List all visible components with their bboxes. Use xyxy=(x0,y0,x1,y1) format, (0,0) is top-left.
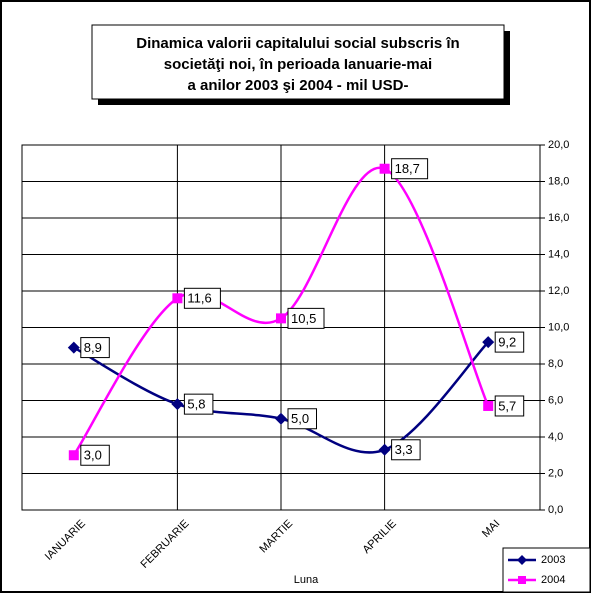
value-label: 5,7 xyxy=(498,398,516,413)
value-label: 18,7 xyxy=(395,161,420,176)
value-label-box xyxy=(287,408,317,430)
chart-title: a anilor 2003 şi 2004 - mil USD- xyxy=(188,77,409,94)
marker xyxy=(172,293,183,304)
legend-label: 2003 xyxy=(541,554,565,566)
marker xyxy=(275,412,287,425)
value-label: 10,5 xyxy=(291,311,316,326)
value-label-box xyxy=(80,337,110,359)
value-label-box xyxy=(183,393,214,415)
value-label-box xyxy=(391,158,429,180)
y-tick-label: 12,0 xyxy=(548,285,569,297)
value-label: 5,8 xyxy=(187,397,205,412)
y-tick-label: 14,0 xyxy=(548,248,569,260)
legend-label: 2004 xyxy=(541,574,565,586)
marker xyxy=(378,443,391,456)
value-label-box xyxy=(80,444,110,466)
value-label-box xyxy=(494,331,525,353)
value-label: 9,2 xyxy=(498,335,516,350)
y-tick-label: 10,0 xyxy=(548,321,569,333)
value-label: 3,3 xyxy=(395,442,413,457)
y-tick-label: 18,0 xyxy=(548,175,569,187)
y-tick-label: 16,0 xyxy=(548,212,569,224)
marker xyxy=(67,341,80,354)
value-label-box xyxy=(391,439,421,461)
marker xyxy=(483,400,494,411)
y-tick-label: 8,0 xyxy=(548,358,563,370)
value-label-box xyxy=(183,287,221,309)
marker xyxy=(171,398,184,411)
value-label: 3,0 xyxy=(84,448,102,463)
y-tick-label: 6,0 xyxy=(548,394,563,406)
value-label: 8,9 xyxy=(84,340,102,355)
value-label: 11,6 xyxy=(187,291,211,306)
y-tick-label: 0,0 xyxy=(548,504,563,516)
x-axis-label: Luna xyxy=(294,574,319,586)
title-box xyxy=(91,24,505,100)
value-label: 5,0 xyxy=(291,411,309,426)
legend-marker xyxy=(518,576,526,584)
chart-title: Dinamica valorii capitalului social subs… xyxy=(136,35,459,52)
marker xyxy=(68,450,79,461)
marker xyxy=(482,336,495,349)
y-tick-label: 20,0 xyxy=(548,139,569,151)
legend-box xyxy=(502,547,591,593)
value-label-box xyxy=(494,395,525,417)
y-tick-label: 2,0 xyxy=(548,467,563,479)
legend-marker xyxy=(517,555,527,565)
value-label-box xyxy=(287,307,325,329)
marker xyxy=(276,313,286,324)
marker xyxy=(379,163,390,174)
chart-title: societăţi noi, în perioada Ianuarie-mai xyxy=(164,56,432,73)
y-tick-label: 4,0 xyxy=(548,431,563,443)
